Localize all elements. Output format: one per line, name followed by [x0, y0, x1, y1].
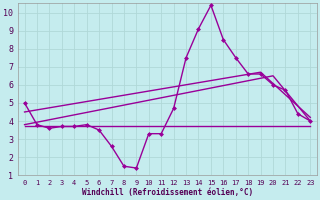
X-axis label: Windchill (Refroidissement éolien,°C): Windchill (Refroidissement éolien,°C): [82, 188, 253, 197]
